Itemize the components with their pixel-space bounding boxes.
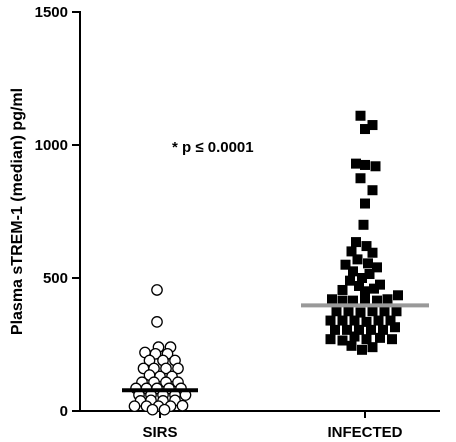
infected-data-point xyxy=(363,258,373,269)
infected-data-point xyxy=(360,198,370,209)
infected-data-point xyxy=(385,315,396,326)
sirs-data-point xyxy=(151,316,163,328)
infected-data-point xyxy=(379,306,390,317)
infected-data-point xyxy=(330,324,340,335)
infected-data-point xyxy=(361,316,372,327)
infected-data-point xyxy=(342,324,352,335)
infected-data-point xyxy=(354,280,364,291)
sirs-data-point xyxy=(146,403,159,416)
infected-data-point xyxy=(390,322,400,333)
x-tick-label-sirs: SIRS xyxy=(142,424,177,441)
y-tick-label: 1000 xyxy=(35,137,68,154)
sirs-data-point xyxy=(158,403,171,416)
infected-data-point xyxy=(378,324,388,335)
infected-data-point xyxy=(360,124,370,135)
infected-data-point xyxy=(360,159,370,170)
sirs-data-point xyxy=(176,399,189,412)
x-tick-label-infected: INFECTED xyxy=(328,424,403,441)
infected-data-point xyxy=(348,295,358,306)
infected-data-point xyxy=(367,185,378,196)
data-points xyxy=(128,110,403,416)
infected-data-point xyxy=(355,307,366,318)
infected-data-point xyxy=(391,306,402,317)
infected-data-point xyxy=(351,237,361,248)
infected-data-point xyxy=(372,295,382,306)
y-tick-label: 0 xyxy=(60,403,68,420)
infected-data-point xyxy=(337,315,348,326)
infected-data-point xyxy=(349,315,360,326)
infected-data-point xyxy=(364,269,375,280)
infected-data-point xyxy=(369,283,379,294)
infected-data-point xyxy=(387,334,397,345)
infected-data-point xyxy=(351,158,361,169)
infected-data-point xyxy=(357,273,367,283)
y-tick-label: 1500 xyxy=(35,4,68,21)
infected-data-point xyxy=(361,241,372,252)
infected-data-point xyxy=(337,295,348,306)
infected-data-point xyxy=(348,266,358,277)
sirs-data-point xyxy=(172,362,184,375)
y-tick-label: 500 xyxy=(43,270,68,287)
infected-data-point xyxy=(372,262,382,273)
infected-data-point xyxy=(327,294,337,305)
y-ticks: 0 500 1000 1500 xyxy=(35,4,80,420)
infected-data-point xyxy=(367,247,378,258)
infected-data-point xyxy=(367,120,378,131)
infected-data-point xyxy=(352,254,363,265)
infected-data-point xyxy=(325,315,336,326)
infected-data-point xyxy=(360,286,370,297)
axes xyxy=(79,11,440,412)
infected-data-point xyxy=(367,306,378,317)
median-lines xyxy=(122,303,429,393)
infected-data-point xyxy=(337,284,348,295)
infected-data-point xyxy=(343,306,354,317)
infected-data-point xyxy=(340,259,351,270)
y-axis-label: Plasma sTREM-1 (median) pg/ml xyxy=(9,88,26,335)
infected-data-point xyxy=(373,315,384,326)
infected-data-point xyxy=(393,290,403,301)
infected-data-point xyxy=(346,246,357,257)
infected-data-point xyxy=(337,335,348,346)
x-ticks: SIRS INFECTED xyxy=(142,411,403,441)
sirs-data-point xyxy=(128,400,141,413)
sirs-data-point xyxy=(151,284,163,296)
infected-data-point xyxy=(367,342,378,353)
infected-data-point xyxy=(366,324,376,335)
infected-data-point xyxy=(375,332,385,343)
infected-data-point xyxy=(355,110,366,121)
infected-data-point xyxy=(349,331,360,342)
infected-data-point xyxy=(331,306,342,317)
sirs-data-point xyxy=(160,362,172,375)
infected-data-point xyxy=(382,294,393,305)
significance-annotation: * p ≤ 0.0001 xyxy=(172,139,254,156)
infected-data-point xyxy=(325,334,336,345)
infected-data-point xyxy=(358,219,369,230)
infected-data-point xyxy=(345,275,355,286)
infected-data-point xyxy=(361,334,372,345)
infected-data-point xyxy=(354,324,364,335)
infected-data-point xyxy=(375,279,385,290)
infected-data-point xyxy=(360,295,370,306)
infected-data-point xyxy=(357,344,367,355)
infected-data-point xyxy=(355,173,366,184)
infected-data-point xyxy=(370,161,381,172)
infected-data-point xyxy=(346,340,357,351)
